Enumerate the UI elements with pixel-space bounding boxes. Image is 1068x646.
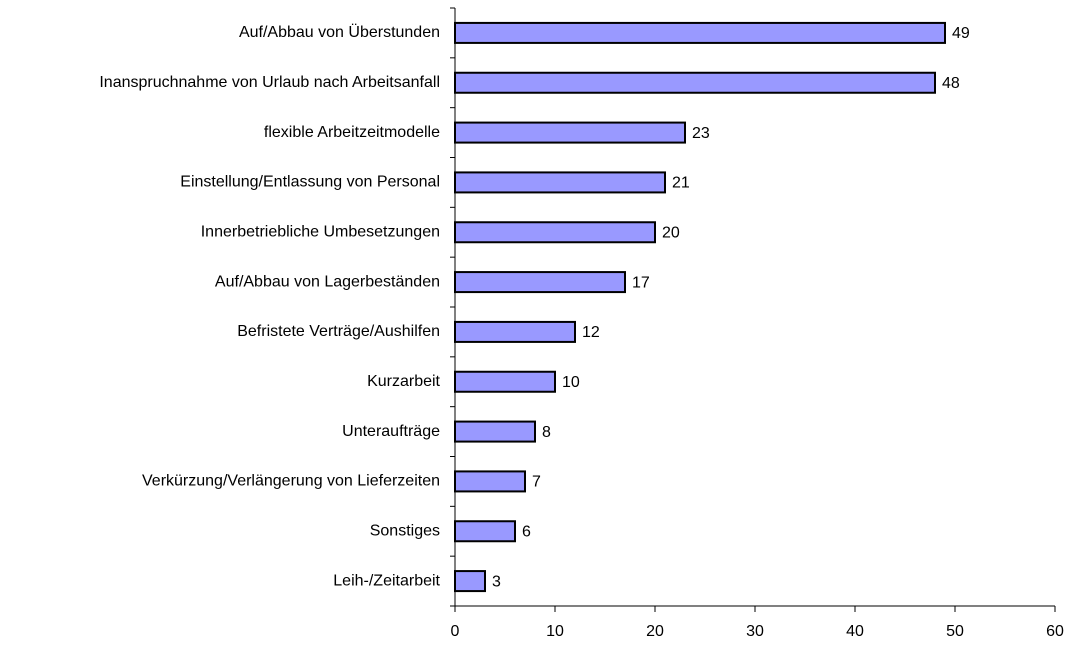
- x-tick-label: 0: [451, 623, 460, 640]
- bar: [454, 71, 936, 94]
- x-tick-label: 30: [746, 623, 764, 640]
- data-label: 3: [492, 573, 501, 590]
- bar: [454, 271, 626, 294]
- data-label: 8: [542, 424, 551, 441]
- bar: [454, 470, 526, 493]
- x-tick-label: 60: [1046, 623, 1064, 640]
- y-tick-label: Unteraufträge: [342, 423, 440, 440]
- data-label: 20: [662, 224, 680, 241]
- bar: [454, 21, 946, 44]
- y-tick-label: Auf/Abbau von Überstunden: [239, 23, 440, 41]
- x-tick-label: 40: [846, 623, 864, 640]
- bar: [454, 121, 686, 144]
- x-tick-label: 10: [546, 623, 564, 640]
- y-tick-label: Befristete Verträge/Aushilfen: [237, 323, 440, 340]
- data-label: 21: [672, 175, 690, 192]
- bar: [454, 420, 536, 443]
- y-tick-label: Verkürzung/Verlängerung von Lieferzeiten: [142, 473, 440, 490]
- y-tick-label: Kurzarbeit: [367, 373, 440, 390]
- x-tick-label: 50: [946, 623, 964, 640]
- y-tick-label: flexible Arbeitzeitmodelle: [264, 124, 440, 141]
- bar: [454, 520, 516, 543]
- y-tick-label: Leih-/Zeitarbeit: [333, 572, 440, 589]
- data-label: 17: [632, 274, 650, 291]
- y-tick-label: Innerbetriebliche Umbesetzungen: [201, 223, 440, 240]
- bar: [454, 570, 486, 593]
- y-tick-label: Einstellung/Entlassung von Personal: [180, 174, 440, 191]
- bar: [454, 320, 576, 343]
- data-label: 7: [532, 474, 541, 491]
- data-label: 23: [692, 125, 710, 142]
- y-tick-label: Inanspruchnahme von Urlaub nach Arbeitsa…: [99, 74, 440, 91]
- bar: [454, 171, 666, 194]
- x-tick-label: 20: [646, 623, 664, 640]
- data-label: 6: [522, 523, 531, 540]
- data-label: 12: [582, 324, 600, 341]
- data-label: 49: [952, 25, 970, 42]
- bar: [454, 370, 556, 393]
- data-label: 48: [942, 75, 960, 92]
- bar: [454, 221, 656, 244]
- y-tick-label: Auf/Abbau von Lagerbeständen: [215, 273, 440, 290]
- data-label: 10: [562, 374, 580, 391]
- y-tick-label: Sonstiges: [370, 522, 440, 539]
